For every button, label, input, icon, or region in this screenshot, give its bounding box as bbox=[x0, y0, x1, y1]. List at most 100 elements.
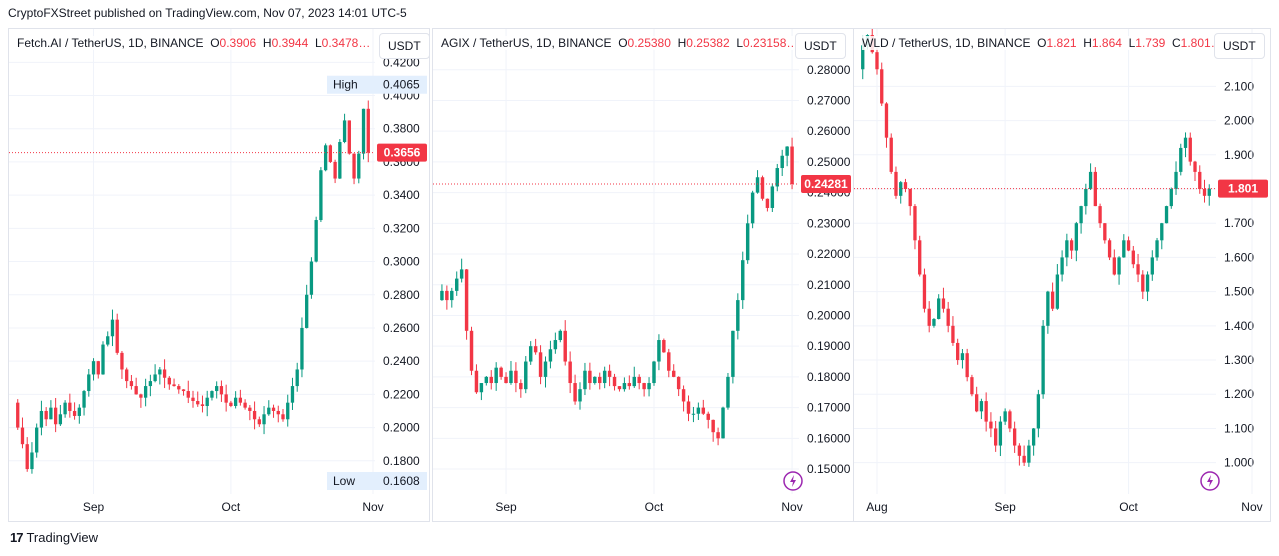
candle-body bbox=[484, 376, 489, 384]
candle-body bbox=[286, 402, 290, 420]
candle-body bbox=[993, 428, 998, 446]
last-price-tag bbox=[801, 174, 851, 193]
chart-canvas-wld[interactable]: 2.1002.0001.9001.8001.7001.6001.5001.400… bbox=[854, 29, 1270, 521]
candle-body bbox=[1207, 188, 1211, 196]
candle-body bbox=[627, 383, 632, 387]
candle-body bbox=[652, 361, 656, 384]
candle-body bbox=[1093, 171, 1097, 207]
currency-button[interactable]: USDT bbox=[1214, 33, 1265, 59]
candle-body bbox=[464, 269, 469, 331]
candle-body bbox=[96, 361, 100, 375]
candle-body bbox=[323, 145, 328, 171]
chart-title: WLD / TetherUS, 1D, BINANCE bbox=[862, 36, 1031, 50]
candle-body bbox=[262, 414, 266, 425]
candle-body bbox=[612, 376, 617, 387]
y-tick-label: 1.500 bbox=[1224, 285, 1254, 299]
y-tick-label: 1.000 bbox=[1224, 456, 1254, 470]
high-value: 1.864 bbox=[1091, 36, 1122, 50]
candle-body bbox=[162, 369, 167, 378]
candle-body bbox=[573, 383, 577, 402]
candle-body bbox=[252, 410, 257, 420]
candle-body bbox=[172, 384, 176, 387]
candle-body bbox=[1046, 291, 1050, 326]
candle-body bbox=[16, 402, 20, 428]
chart-title: AGIX / TetherUS, 1D, BINANCE bbox=[441, 36, 612, 50]
candle-body bbox=[1164, 206, 1169, 224]
y-tick-label: 0.26000 bbox=[807, 124, 851, 138]
candle-body bbox=[647, 383, 651, 390]
tradingview-logo-icon[interactable]: 17 bbox=[10, 530, 24, 545]
high-value: 0.3944 bbox=[271, 36, 309, 50]
candle-body bbox=[489, 376, 493, 384]
candle-body bbox=[342, 120, 347, 143]
candle-body bbox=[1122, 240, 1126, 258]
candle-body bbox=[1008, 411, 1012, 429]
candle-body bbox=[1169, 188, 1173, 207]
y-tick-label: 1.100 bbox=[1224, 421, 1254, 435]
open-value: 0.3906 bbox=[219, 36, 257, 50]
chart-canvas-fetch[interactable]: 0.42000.40000.38000.36000.34000.32000.30… bbox=[9, 29, 429, 521]
low-value: 1.739 bbox=[1135, 36, 1166, 50]
currency-button[interactable]: USDT bbox=[379, 33, 430, 59]
chart-panel-agix[interactable]: 0.280000.270000.260000.250000.240000.230… bbox=[432, 28, 854, 522]
low-value-label: 0.1608 bbox=[383, 474, 420, 488]
candle-body bbox=[338, 142, 342, 179]
candle-body bbox=[691, 413, 696, 415]
candle-body bbox=[35, 427, 39, 453]
candle-body bbox=[922, 274, 927, 309]
candle-body bbox=[533, 346, 538, 353]
candle-body bbox=[1103, 223, 1107, 241]
candle-body bbox=[25, 444, 29, 470]
candle-body bbox=[148, 381, 153, 387]
x-tick-label: Oct bbox=[1119, 500, 1138, 514]
candle-body bbox=[1179, 147, 1183, 172]
candle-body bbox=[960, 353, 965, 361]
y-tick-label: 1.700 bbox=[1224, 216, 1254, 230]
candle-body bbox=[553, 340, 558, 350]
candle-body bbox=[736, 300, 740, 331]
y-tick-label: 1.600 bbox=[1224, 250, 1254, 264]
candle-body bbox=[82, 391, 86, 408]
y-tick-label: 0.16000 bbox=[807, 431, 851, 445]
candle-body bbox=[946, 308, 950, 326]
candle-body bbox=[913, 206, 917, 241]
candle-body bbox=[583, 370, 587, 390]
candle-body bbox=[53, 407, 58, 425]
candle-body bbox=[1117, 257, 1121, 275]
published-header: CryptoFXStreet published on TradingView.… bbox=[8, 6, 407, 20]
candle-body bbox=[998, 421, 1003, 446]
high-label: High bbox=[333, 78, 358, 92]
candle-body bbox=[884, 103, 889, 138]
currency-button[interactable]: USDT bbox=[795, 33, 846, 59]
chart-legend: AGIX / TetherUS, 1D, BINANCE O0.25380 H0… bbox=[441, 36, 799, 50]
y-tick-label: 1.300 bbox=[1224, 353, 1254, 367]
candle-body bbox=[642, 383, 646, 390]
high-label-box bbox=[327, 75, 427, 94]
candle-body bbox=[750, 192, 755, 224]
candle-body bbox=[731, 330, 735, 377]
candle-body bbox=[205, 397, 209, 406]
chart-canvas-agix[interactable]: 0.280000.270000.260000.250000.240000.230… bbox=[433, 29, 853, 521]
candle-body bbox=[167, 377, 171, 385]
candle-body bbox=[524, 361, 528, 390]
candle-body bbox=[63, 402, 67, 415]
candle-body bbox=[1183, 137, 1188, 148]
chart-panel-fetch[interactable]: 0.4200 0.4000 0.3800 0.3600 0.3400 0.3200 0.30… bbox=[8, 28, 430, 522]
candle-body bbox=[558, 330, 563, 341]
candle-body bbox=[1084, 188, 1088, 207]
candle-body bbox=[1141, 274, 1145, 292]
candle-body bbox=[139, 394, 143, 398]
candle-body bbox=[1193, 161, 1197, 172]
lightning-glyph bbox=[790, 475, 796, 487]
y-tick-label: 0.23000 bbox=[807, 216, 851, 230]
y-tick-label: 0.2800 bbox=[383, 288, 420, 302]
low-label-box bbox=[327, 472, 427, 490]
candle-body bbox=[741, 260, 745, 301]
chart-legend: Fetch.AI / TetherUS, 1D, BINANCE O0.3906… bbox=[17, 36, 371, 50]
chart-panel-wld[interactable]: 2.1002.0001.9001.8001.7001.6001.5001.400… bbox=[853, 28, 1271, 522]
candle-body bbox=[238, 397, 243, 403]
candle-body bbox=[588, 370, 592, 384]
candle-body bbox=[233, 397, 238, 406]
candle-body bbox=[880, 69, 884, 104]
x-tick-label: Sep bbox=[994, 500, 1016, 514]
